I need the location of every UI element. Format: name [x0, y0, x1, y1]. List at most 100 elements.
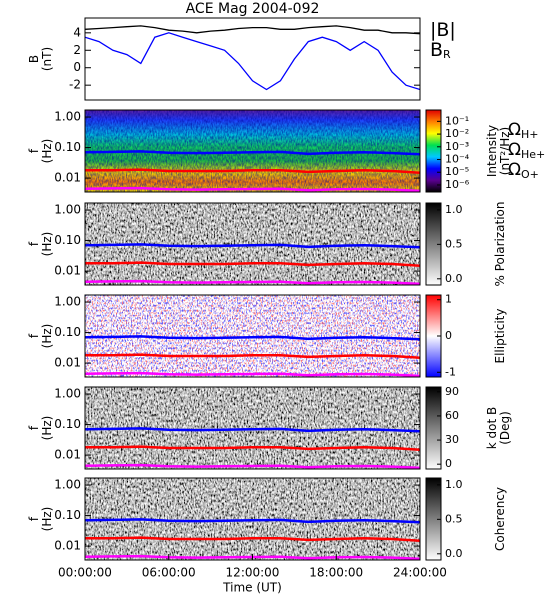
data-line	[85, 32, 420, 91]
y-axis-label: f(Hz)	[27, 416, 54, 441]
y-label-line: B	[27, 55, 41, 63]
y-label-line: f	[27, 148, 41, 153]
chart-title: ACE Mag 2004-092	[186, 1, 320, 17]
y-label-line: f	[27, 241, 41, 246]
colorbar-tick-label: 10⁻⁴	[445, 153, 470, 166]
y-tick-label: 0.01	[54, 448, 81, 462]
panel: f(Hz)1.000.100.01ΩH+ΩHe+ΩO+10⁻¹10⁻²10⁻³1…	[27, 109, 545, 193]
data-line	[85, 427, 420, 433]
x-axis-label: Time (UT)	[222, 581, 282, 595]
panel: f(Hz) 1.00 0.10 0.01 0.0 0.5 1.0 Coherency 00:00…	[27, 477, 507, 595]
y-tick-label: 0	[73, 60, 81, 74]
y-tick-label: 1.00	[54, 295, 81, 309]
y-tick-label: 0.10	[54, 325, 81, 339]
legend-name: B	[430, 39, 443, 61]
x-tick-label: 12:00:00	[226, 566, 280, 580]
x-tick-label: 18:00:00	[309, 566, 363, 580]
y-tick-label: 0.01	[54, 171, 81, 185]
y-label-line: f	[27, 333, 41, 338]
y-tick-label: 0.10	[54, 140, 81, 154]
colorbar-tick-label: 60	[445, 409, 459, 422]
colorbar-tick-label: 0.0	[445, 272, 463, 285]
colorbar-tick-label: 0.0	[445, 547, 463, 560]
plot-frame	[84, 294, 421, 378]
y-axis-label: f(Hz)	[27, 232, 54, 257]
colorbar-label: Intensity(nT²/Hz)	[485, 125, 512, 177]
colorbar-tick-label: 10⁻¹	[445, 114, 469, 127]
y-axis-label: f(Hz)	[27, 139, 54, 164]
colorbar-tick-label: 30	[445, 433, 459, 446]
legend-subscript: H+	[521, 128, 539, 141]
colorbar	[425, 109, 442, 193]
panel: f(Hz) 1.00 0.10 0.01 -1 0 1 Ellipticity	[27, 293, 507, 379]
colorbar-tick-label: 1	[445, 293, 452, 306]
data-line	[85, 25, 420, 35]
data-line	[85, 279, 420, 285]
legend-subscript: O+	[521, 168, 539, 181]
panel: f(Hz) 1.00 0.10 0.01 0.0 0.5 1.0 % Polarization	[27, 202, 507, 287]
colorbar-label-line: Ellipticity	[493, 309, 507, 364]
y-label-line: (Hz)	[40, 139, 54, 164]
colorbar-label: Ellipticity	[493, 309, 507, 364]
legend-entry: |B|	[430, 19, 456, 41]
y-tick-label: 2	[73, 43, 81, 57]
plot-frame	[84, 386, 421, 470]
colorbar-tick-label: 1.0	[445, 478, 463, 491]
colorbar-label: % Polarization	[493, 202, 507, 287]
colorbar	[425, 386, 442, 470]
plot-frame	[84, 202, 421, 286]
y-tick-label: 0.10	[54, 233, 81, 247]
data-line	[85, 168, 420, 174]
y-tick-label: 1.00	[54, 110, 81, 124]
plot-frame	[84, 109, 421, 193]
y-tick-label: 0.01	[54, 264, 81, 278]
colorbar-tick-label: 0	[445, 329, 452, 342]
legend-entry: ΩHe+	[508, 140, 545, 161]
data-line	[85, 445, 420, 451]
series-group	[85, 25, 420, 91]
y-axis-label: f(Hz)	[27, 507, 54, 532]
colorbar-tick-label: 0.5	[445, 237, 463, 250]
series-group	[85, 150, 420, 192]
data-line	[85, 186, 420, 192]
y-tick-label: -2	[69, 78, 81, 92]
y-label-line: (Hz)	[40, 232, 54, 257]
colorbar-tick-label: 0	[445, 457, 452, 470]
panel: f(Hz) 1.00 0.10 0.01 0 30 60 90 k dot B(Deg)	[27, 385, 512, 470]
data-line	[85, 371, 420, 377]
colorbar-tick-label: 90	[445, 385, 459, 398]
y-axis-label: B(nT)	[27, 47, 54, 71]
y-tick-label: 0.10	[54, 508, 81, 522]
y-label-line: f	[27, 425, 41, 430]
colorbar-label-line: Coherency	[493, 487, 507, 551]
data-line	[85, 536, 420, 542]
plot-frame	[84, 17, 421, 101]
y-label-line: (nT)	[40, 47, 54, 71]
y-label-line: (Hz)	[40, 324, 54, 349]
colorbar-tick-label: 10⁻⁵	[445, 165, 469, 178]
colorbar-label: k dot B(Deg)	[485, 407, 512, 449]
y-tick-label: 4	[73, 25, 81, 39]
y-tick-label: 0.10	[54, 417, 81, 431]
data-line	[85, 261, 420, 267]
colorbar-label: Coherency	[493, 487, 507, 551]
data-line	[85, 518, 420, 524]
y-label-line: (Hz)	[40, 507, 54, 532]
data-line	[85, 335, 420, 341]
legend-entry: BR	[430, 39, 451, 62]
colorbar-label-line: (nT²/Hz)	[498, 127, 512, 175]
colorbar-tick-label: 0.5	[445, 512, 463, 525]
y-tick-label: 1.00	[54, 203, 81, 217]
legend-entry: ΩH+	[508, 120, 539, 141]
colorbar-tick-label: 1.0	[445, 203, 463, 216]
y-label-line: (Hz)	[40, 416, 54, 441]
y-tick-label: 1.00	[54, 478, 81, 492]
data-line	[85, 463, 420, 469]
legend-subscript: R	[443, 48, 451, 61]
x-tick-label: 24:00:00	[393, 566, 447, 580]
y-tick-label: 0.01	[54, 539, 81, 553]
legend-name: Ω	[508, 120, 521, 140]
legend-name: Ω	[508, 160, 521, 180]
